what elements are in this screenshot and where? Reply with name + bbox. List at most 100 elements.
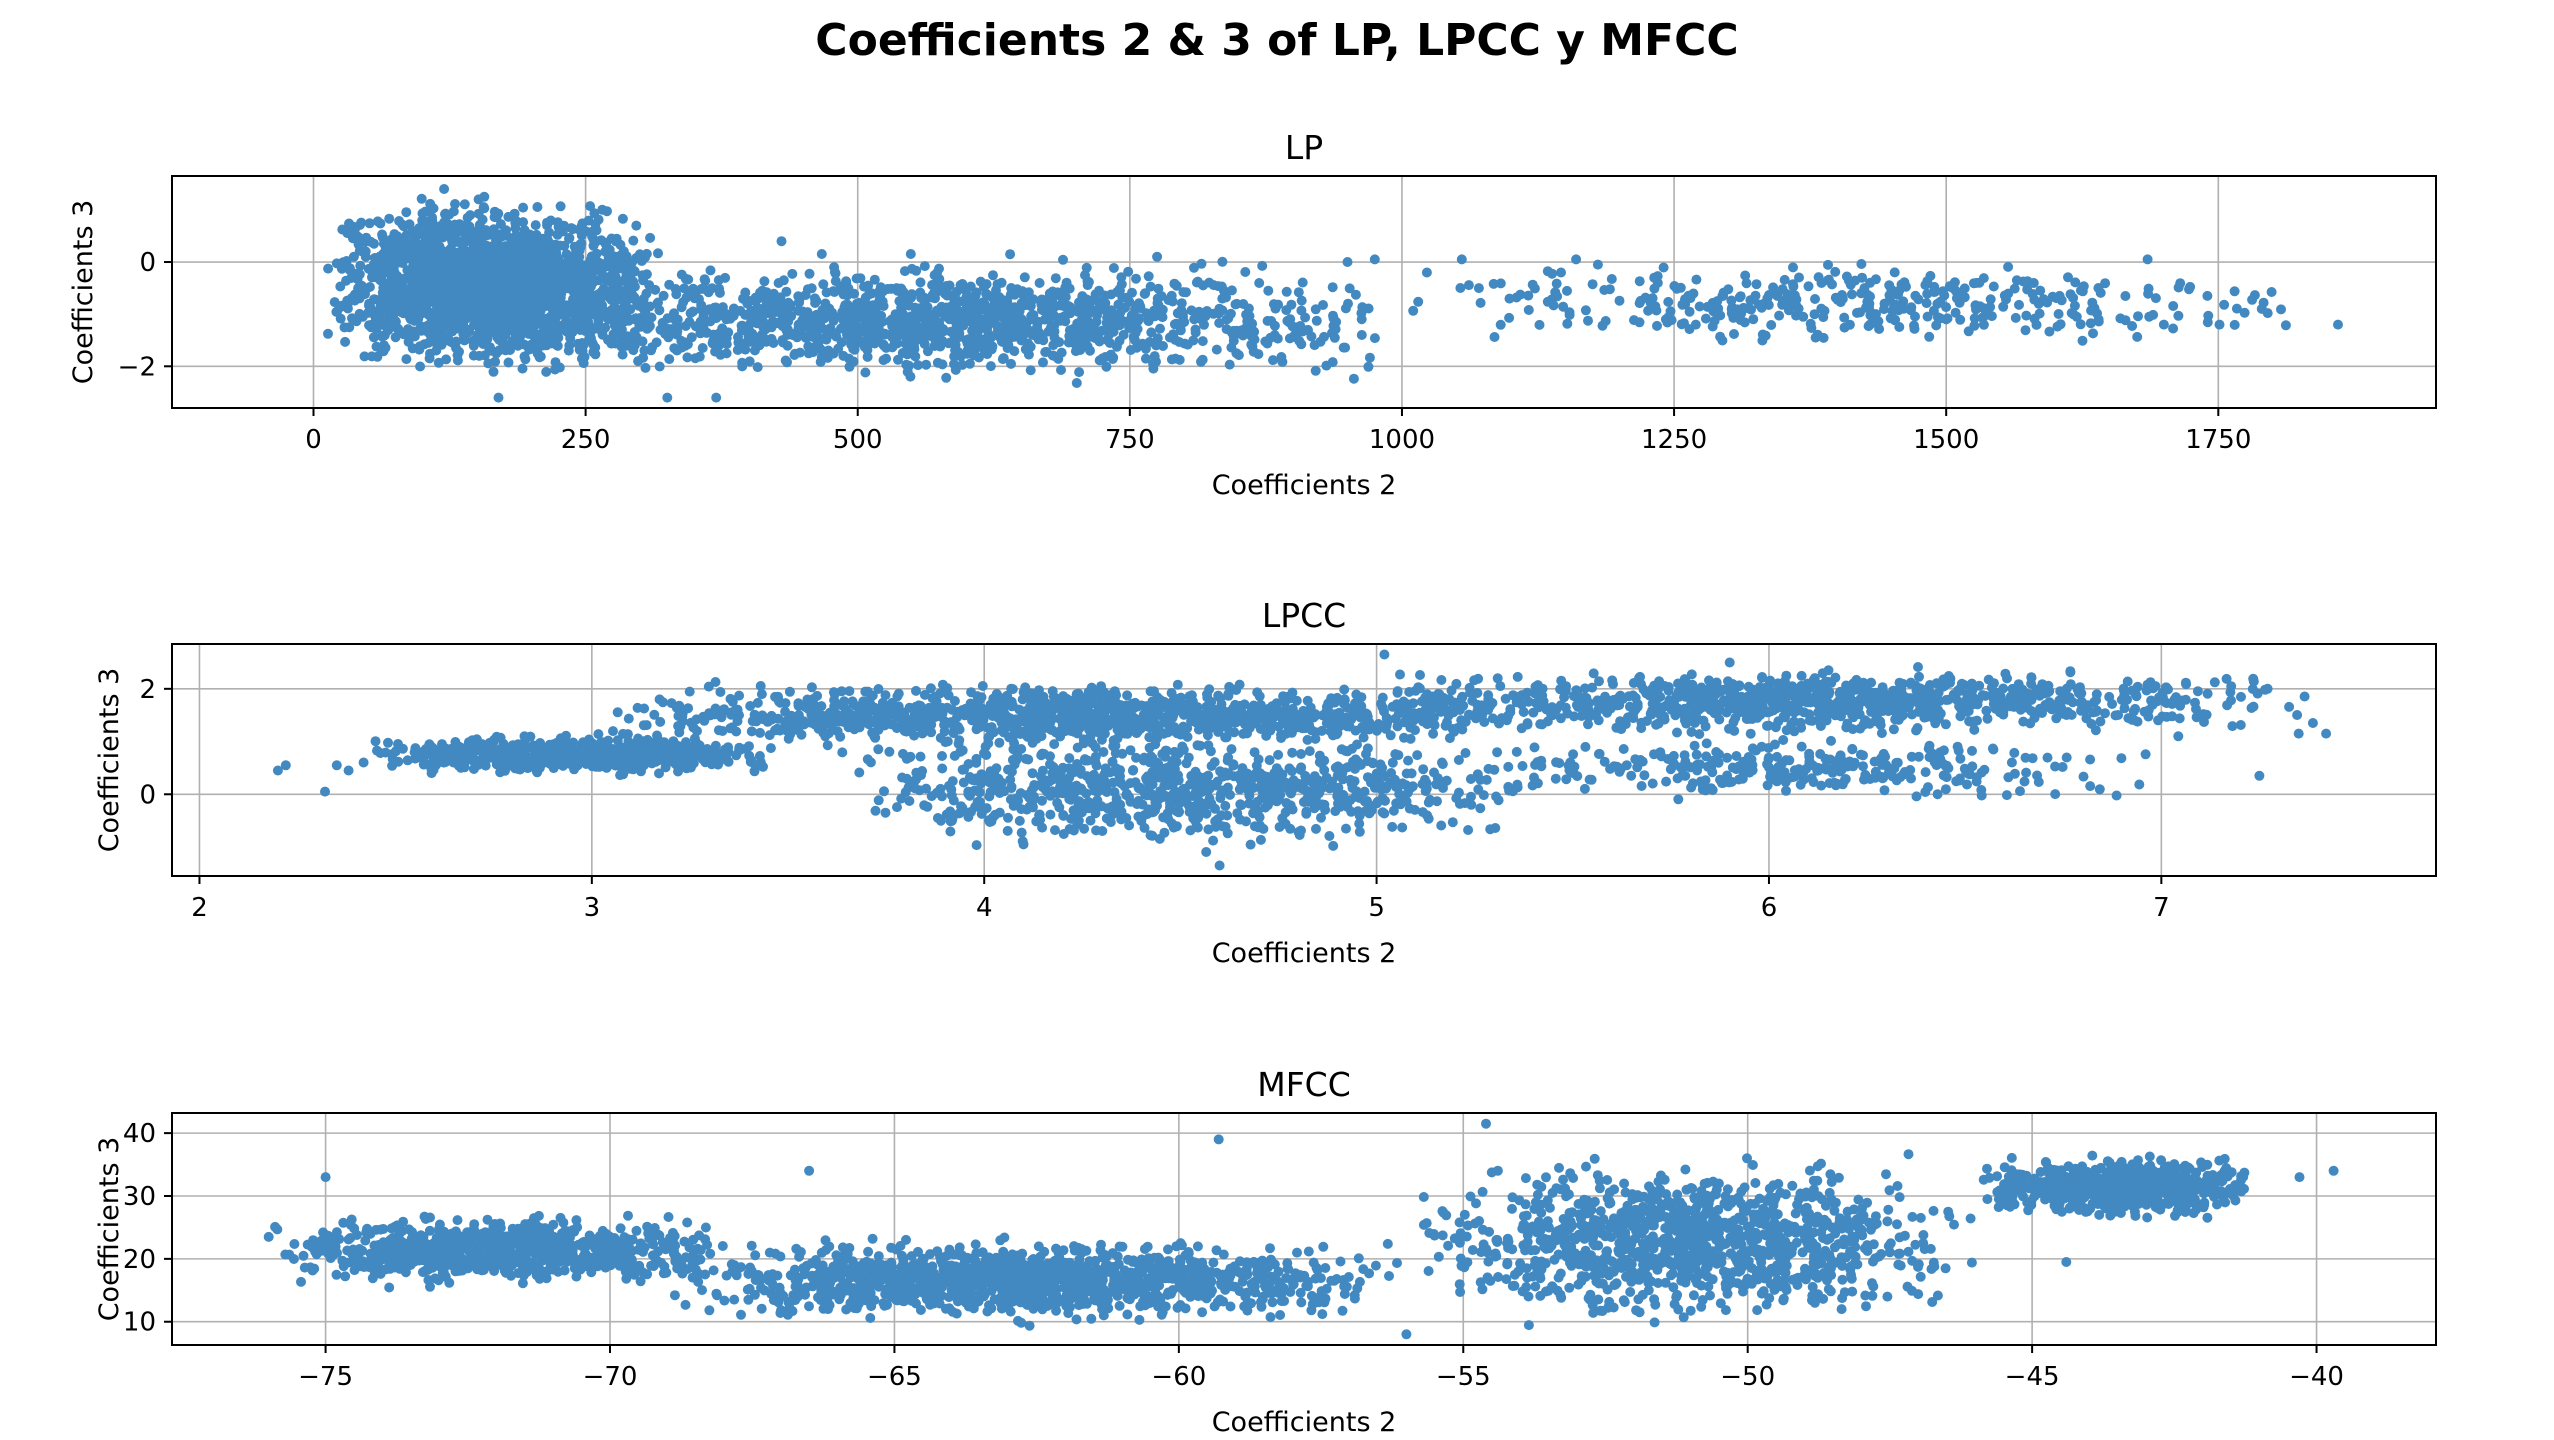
- lp-point: [1794, 272, 1804, 283]
- lp-point: [488, 366, 499, 377]
- lp-point: [653, 248, 663, 259]
- lp-point: [1038, 357, 1048, 368]
- lp-point: [542, 217, 552, 228]
- lp-point: [776, 236, 787, 247]
- lp-point: [1364, 352, 1375, 363]
- lp-point: [1152, 251, 1163, 262]
- lp-point: [1832, 294, 1843, 305]
- lp-point: [2132, 331, 2143, 342]
- lp-point: [366, 351, 377, 362]
- lp-point: [1088, 322, 1099, 333]
- lp-point: [1634, 276, 1645, 287]
- lp-point: [2229, 319, 2240, 330]
- lp-point: [1870, 274, 1881, 285]
- lp-point: [1262, 338, 1273, 349]
- lp-point: [1045, 303, 1056, 314]
- lp-point: [823, 329, 834, 340]
- lp-point: [629, 314, 640, 325]
- lp-point: [736, 320, 747, 331]
- lp-point: [2133, 311, 2143, 322]
- lp-point: [1178, 311, 1188, 322]
- lp-point: [1192, 276, 1203, 287]
- lp-point: [1475, 297, 1486, 308]
- lp-point: [1196, 258, 1207, 269]
- lp-point: [828, 286, 839, 297]
- lp-point: [2014, 299, 2024, 310]
- lpcc-point: [425, 758, 436, 769]
- lp-point: [1941, 302, 1952, 313]
- lp-point: [982, 322, 993, 333]
- lp-point: [440, 208, 451, 219]
- lp-point: [498, 324, 509, 335]
- lpcc-point: [565, 759, 576, 769]
- lp-point: [585, 263, 596, 274]
- lp-point: [802, 307, 813, 318]
- lp-point: [894, 312, 905, 323]
- lp-point: [913, 360, 923, 371]
- lp-point: [822, 352, 833, 363]
- lp-point: [378, 346, 389, 357]
- lp-point: [1777, 284, 1788, 295]
- lp-point: [1649, 303, 1660, 314]
- lp-point: [1534, 319, 1545, 330]
- lp-point: [1663, 296, 1674, 307]
- lp-ytick-label: −2: [118, 352, 156, 382]
- lpcc-point: [706, 759, 717, 770]
- lpcc-point: [525, 756, 536, 767]
- lp-point: [941, 287, 952, 298]
- lp-point: [1898, 296, 1909, 307]
- lp-point: [621, 293, 632, 304]
- lp-point: [826, 309, 837, 319]
- lp-point: [1284, 317, 1295, 328]
- lp-point: [1676, 319, 1687, 330]
- lp-point: [476, 248, 487, 259]
- lp-point: [2175, 278, 2186, 289]
- lp-point: [588, 277, 599, 288]
- lp-point: [439, 308, 449, 319]
- lp-point: [365, 236, 376, 247]
- lp-point: [711, 392, 722, 403]
- lp-point: [518, 202, 529, 213]
- lp-point: [1253, 349, 1264, 360]
- lp-point: [1866, 307, 1877, 318]
- lp-point: [915, 277, 926, 288]
- lpcc-point: [873, 744, 884, 755]
- lp-point: [905, 249, 916, 259]
- lp-point: [550, 357, 561, 368]
- lp-point: [578, 358, 589, 369]
- lpcc-point: [370, 736, 381, 747]
- lp-point: [372, 267, 383, 278]
- lp-point: [2143, 288, 2154, 299]
- lpcc-point: [468, 764, 479, 774]
- lp-point: [1562, 285, 1572, 296]
- lp-point: [1084, 298, 1095, 309]
- lp-point: [680, 273, 691, 284]
- lp-point: [2168, 323, 2179, 334]
- lp-point: [417, 208, 428, 219]
- lp-point: [593, 324, 604, 335]
- lpcc-point: [566, 743, 576, 754]
- lp-point: [1350, 289, 1361, 300]
- lp-point: [696, 300, 707, 311]
- lp-point: [387, 302, 398, 313]
- lp-point: [1133, 313, 1144, 324]
- lp-point: [452, 350, 463, 361]
- lp-point: [631, 220, 642, 231]
- lpcc-point: [459, 762, 470, 773]
- lp-point: [1281, 286, 1292, 297]
- lp-point: [985, 361, 996, 372]
- lp-point: [576, 238, 587, 249]
- lp-point: [792, 331, 803, 342]
- lp-point: [1551, 278, 1562, 289]
- lp-point: [698, 316, 709, 327]
- lp-point: [695, 328, 706, 339]
- lp-point: [1296, 305, 1307, 316]
- lp-point: [1338, 342, 1349, 353]
- lp-point: [1988, 281, 1999, 292]
- lp-point: [1074, 367, 1085, 378]
- lp-point: [1111, 341, 1122, 352]
- lp-point: [783, 303, 794, 314]
- lp-point: [398, 234, 408, 245]
- lp-point: [473, 194, 484, 205]
- lp-point: [887, 342, 898, 353]
